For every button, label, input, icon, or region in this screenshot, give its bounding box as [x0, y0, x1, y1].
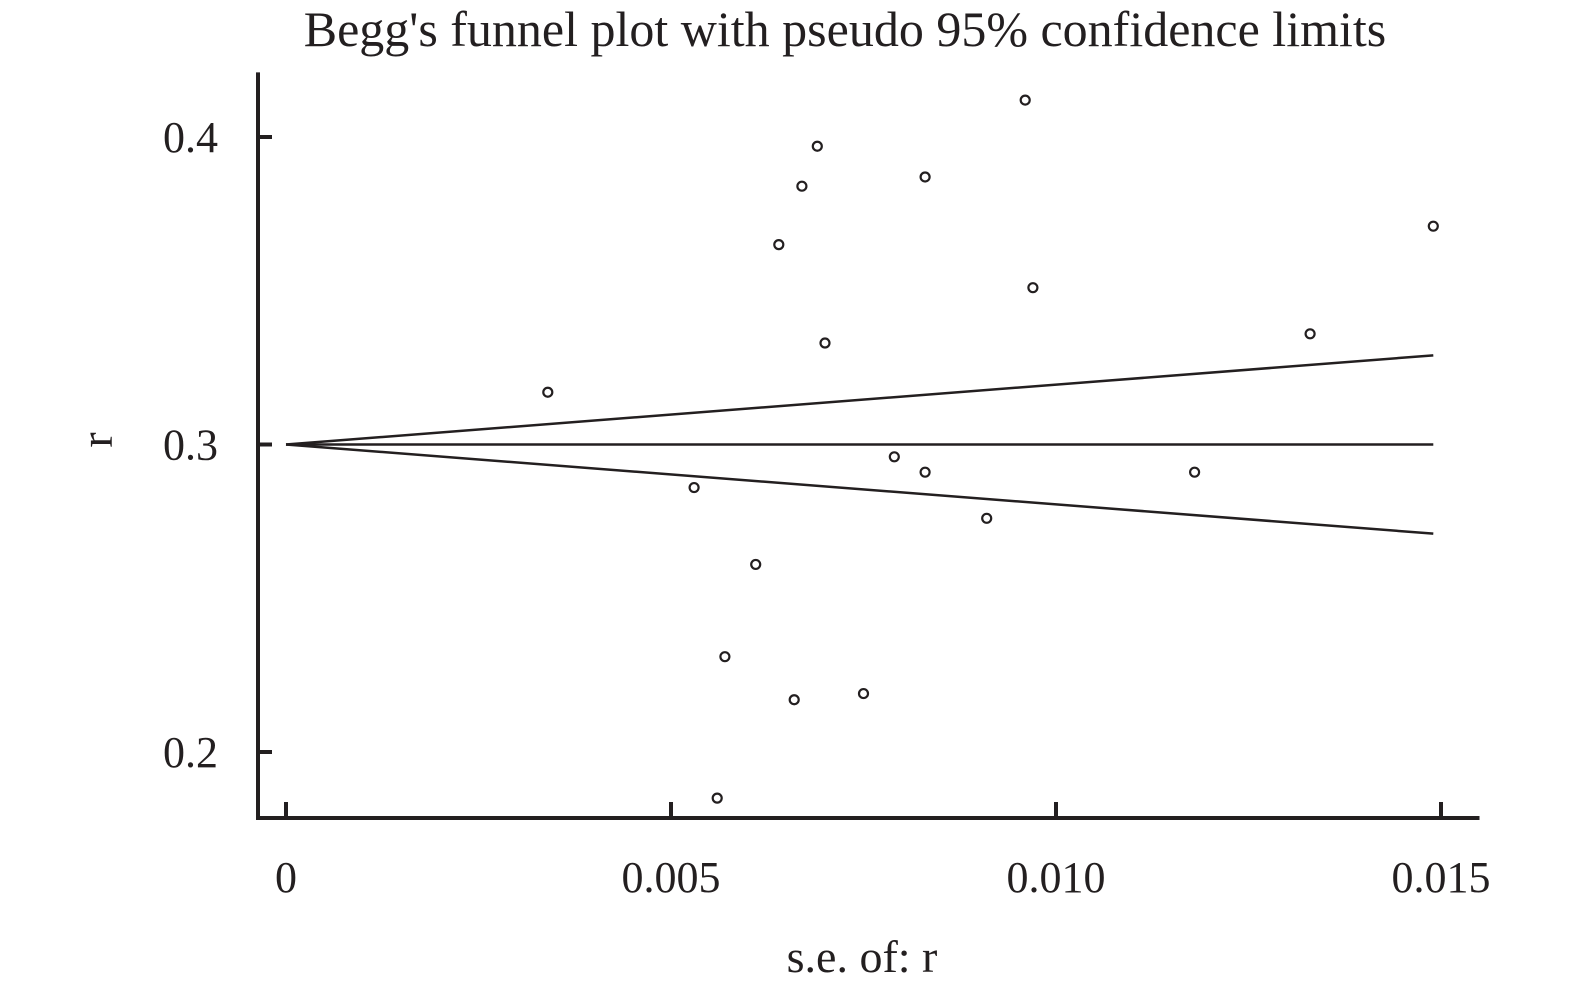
study-point	[888, 451, 900, 463]
study-point	[796, 180, 808, 192]
x-tick-label: 0	[275, 853, 297, 902]
plot-area: 0.2 0.3 0.4 0 0.005 0.010 0.015	[163, 72, 1491, 902]
study-point	[919, 466, 931, 478]
study-point	[819, 337, 831, 349]
study-point	[981, 512, 993, 524]
y-tick-label: 0.3	[163, 421, 218, 470]
y-axis-label: r	[71, 432, 122, 447]
study-point	[773, 239, 785, 251]
upper-confidence-limit-line	[285, 354, 1434, 446]
x-tick-label: 0.010	[1007, 853, 1106, 902]
study-point	[750, 558, 762, 571]
y-tick-label: 0.2	[163, 728, 218, 777]
y-tick-label: 0.4	[163, 113, 218, 162]
study-point	[688, 481, 700, 494]
study-point	[788, 694, 800, 706]
study-point	[811, 140, 823, 152]
study-point	[1019, 94, 1031, 106]
x-tick-label: 0.015	[1392, 853, 1491, 902]
study-point	[1304, 328, 1316, 340]
lower-confidence-limit-line	[285, 443, 1434, 535]
study-point	[542, 386, 554, 398]
study-point	[711, 792, 723, 804]
study-point	[857, 687, 870, 700]
study-point	[1027, 282, 1039, 294]
study-point	[919, 171, 931, 183]
chart-title: Begg's funnel plot with pseudo 95% confi…	[304, 1, 1386, 57]
study-point	[719, 651, 731, 663]
x-axis-label: s.e. of: r	[787, 931, 938, 982]
study-point	[1188, 466, 1201, 478]
study-point	[1427, 220, 1439, 232]
x-tick-label: 0.005	[622, 853, 721, 902]
